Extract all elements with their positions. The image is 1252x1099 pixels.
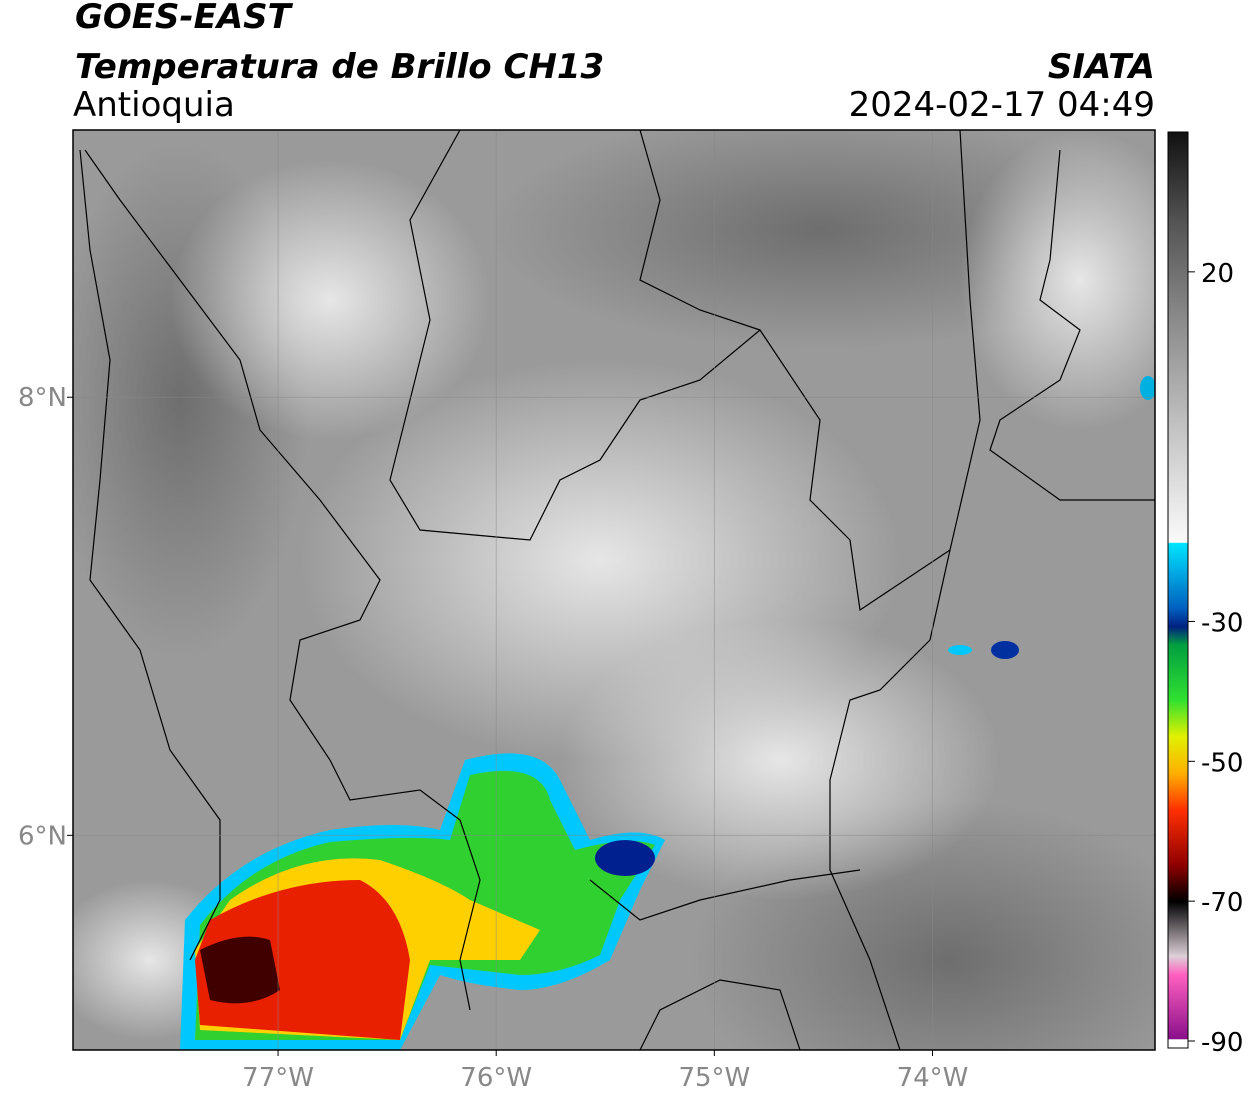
graticule: 77°W 76°W 75°W 74°W 8°N 6°N — [18, 130, 1155, 1093]
subtitle: Temperatura de Brillo CH13 — [75, 47, 604, 87]
x-tick-label: 75°W — [678, 1063, 750, 1093]
x-tick-label: 76°W — [460, 1063, 532, 1093]
colorbar-tick-label: -30 — [1201, 608, 1243, 638]
colorbar-tick-label: -50 — [1201, 748, 1243, 778]
y-tick-label: 6°N — [18, 821, 67, 851]
x-tick-label: 74°W — [897, 1063, 969, 1093]
colorbar-tick-label: 20 — [1201, 259, 1234, 289]
colorbar-tick-label: -90 — [1201, 1028, 1243, 1058]
title: GOES-EAST — [75, 0, 294, 37]
source: SIATA — [1048, 47, 1155, 87]
datetime: 2024-02-17 04:49 — [849, 85, 1155, 125]
colorbar — [1167, 131, 1189, 1049]
x-tick-label: 77°W — [242, 1063, 314, 1093]
region: Antioquia — [73, 85, 235, 125]
map-frame — [72, 129, 1156, 1051]
y-tick-label: 8°N — [18, 383, 67, 413]
colorbar-tick-label: -70 — [1201, 888, 1243, 918]
colorbar-axis: 20 -30 -50 -70 -90 — [1188, 259, 1243, 1058]
satellite-image — [73, 130, 1155, 1050]
